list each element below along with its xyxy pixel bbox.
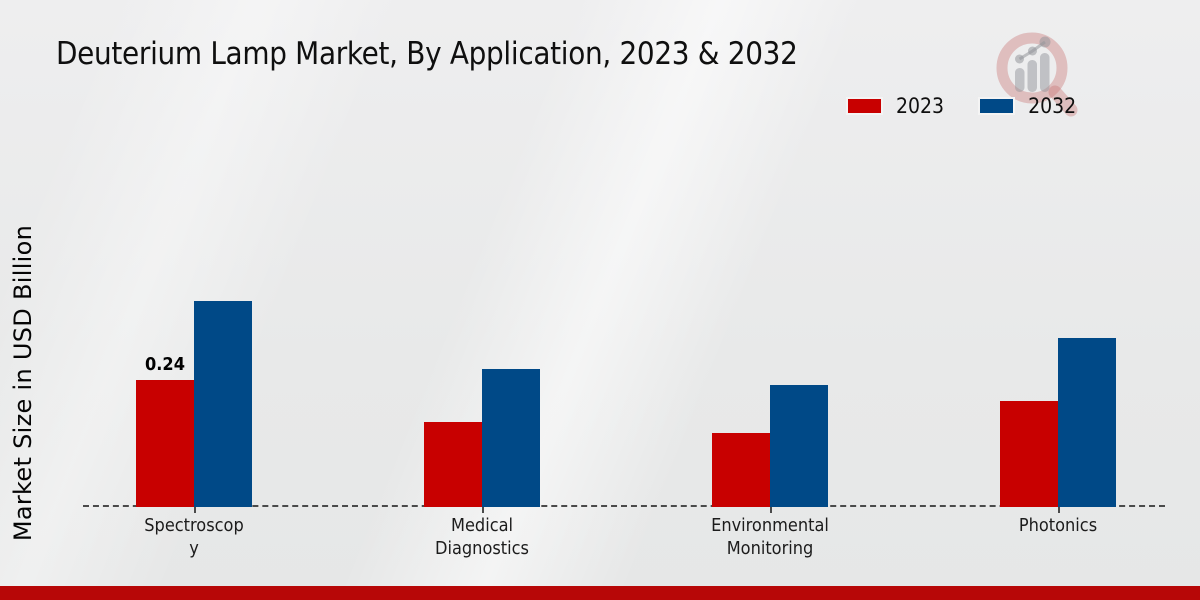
legend-item-2023: 2023: [846, 94, 944, 118]
x-axis-tick: [770, 507, 772, 513]
bar-2032-spectroscopy: [194, 301, 252, 507]
brand-logo-svg: [996, 32, 1078, 117]
chart-title: Deuterium Lamp Market, By Application, 2…: [56, 36, 798, 72]
footer-stripe: [0, 586, 1200, 600]
x-tick-label-environmental-monitoring: Environmental Monitoring: [711, 515, 829, 560]
legend-swatch-icon: [846, 97, 883, 115]
legend: 2023 2032: [846, 94, 1076, 118]
magnifier-chart-watermark-icon: [992, 26, 1080, 124]
x-tick-label-spectroscopy: Spectroscop y: [144, 515, 244, 560]
x-axis-tick: [194, 507, 196, 513]
x-axis-tick: [482, 507, 484, 513]
bar-value-label: 0.24: [145, 354, 185, 375]
x-tick-label-photonics: Photonics: [1018, 515, 1098, 536]
bar-2032-medical-diagnostics: [482, 369, 540, 507]
legend-item-2032: 2032: [978, 94, 1076, 118]
bar-2032-photonics: [1058, 338, 1116, 507]
legend-label: 2023: [896, 94, 945, 118]
x-axis-baseline: [83, 505, 1165, 507]
bar-2032-environmental-monitoring: [770, 385, 828, 507]
bar-2023-spectroscopy: [136, 380, 194, 507]
bar-2023-medical-diagnostics: [424, 422, 482, 507]
bar-2023-photonics: [1000, 401, 1058, 507]
legend-swatch-icon: [978, 97, 1016, 115]
x-axis-tick: [1058, 507, 1060, 513]
x-tick-label-medical-diagnostics: Medical Diagnostics: [435, 515, 529, 560]
legend-label: 2032: [1028, 94, 1077, 118]
bar-2023-environmental-monitoring: [712, 433, 770, 507]
